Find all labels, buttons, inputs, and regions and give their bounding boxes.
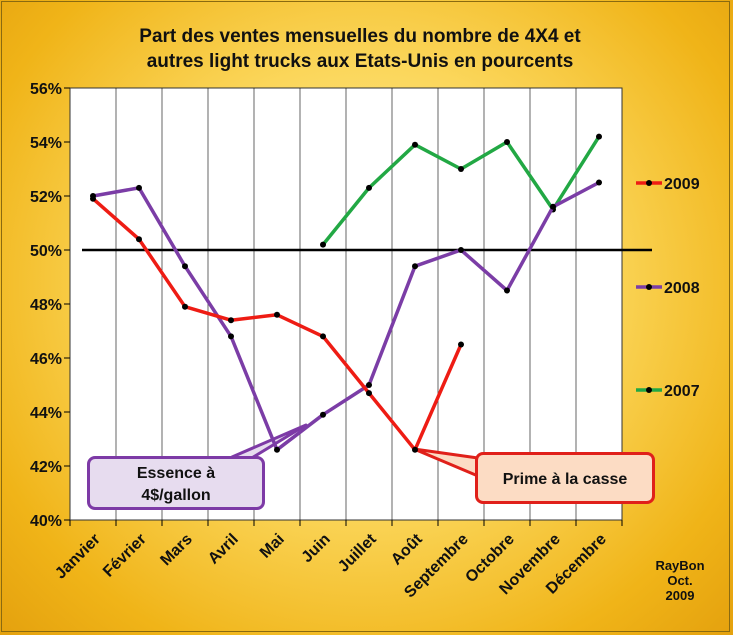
series-point-2009-0 (90, 195, 96, 202)
x-tick-label-1: Février (100, 531, 150, 581)
y-tick-label: 54% (30, 135, 62, 152)
series-point-2009-5 (320, 333, 326, 340)
legend-marker-2009 (646, 180, 652, 186)
legend-marker-2007 (646, 387, 652, 393)
author-credit: RayBon Oct. 2009 (640, 558, 720, 603)
y-tick-label: 40% (30, 513, 62, 530)
series-point-2007-9 (504, 139, 510, 145)
series-point-2008-7 (412, 263, 418, 270)
legend-label-2007: 2007 (664, 383, 700, 400)
credit-line-1: RayBon (655, 558, 705, 573)
x-tick-label-3: Avril (205, 531, 242, 568)
series-point-2009-1 (136, 236, 142, 243)
series-point-2007-6 (366, 184, 372, 191)
x-tick-label-2: Mars (157, 531, 196, 570)
series-point-2008-2 (182, 263, 188, 270)
series-point-2007-11 (596, 133, 602, 140)
series-point-2007-7 (412, 141, 418, 148)
series-line-2008 (92, 180, 600, 452)
x-tick-label-7: Août (388, 530, 426, 568)
series-point-2008-6 (366, 382, 372, 388)
series-point-2008-1 (136, 184, 142, 191)
y-tick-label: 56% (30, 81, 62, 98)
y-tick-label: 50% (30, 243, 62, 260)
series-point-2007-5 (320, 241, 326, 248)
series-point-2009-2 (182, 303, 188, 310)
series-point-2008-5 (320, 411, 326, 418)
x-tick-label-0: Janvier (52, 531, 104, 583)
y-tick-label: 42% (30, 459, 62, 476)
chart-title: Part des ventes mensuelles du nombre de … (40, 24, 680, 74)
series-point-2008-9 (504, 287, 510, 294)
series-point-2009-8 (458, 341, 464, 348)
chart-title-line-2: autres light trucks aux Etats-Unis en po… (146, 51, 574, 72)
y-tick-label: 52% (30, 189, 62, 206)
series-point-2008-11 (596, 179, 602, 186)
x-tick-label-4: Mai (257, 531, 288, 562)
series-point-2008-3 (228, 333, 234, 340)
series-point-2009-4 (274, 311, 280, 318)
series-point-2008-8 (458, 247, 464, 253)
x-tick-label-5: Juin (299, 531, 334, 566)
callout-essence: Essence à 4$/gallon (87, 456, 265, 510)
y-tick-label: 46% (30, 351, 62, 368)
x-tick-label-6: Juillet (335, 530, 380, 575)
credit-line-3: 2009 (665, 588, 695, 603)
legend-marker-2008 (646, 284, 652, 290)
series-point-2007-8 (458, 166, 464, 172)
callout-prime: Prime à la casse (475, 452, 655, 504)
series-point-2008-10 (550, 203, 556, 210)
credit-line-2: Oct. (667, 573, 693, 588)
series-point-2008-4 (274, 446, 280, 453)
chart-title-line-1: Part des ventes mensuelles du nombre de … (139, 26, 581, 47)
callout-prime-text: Prime à la casse (502, 471, 628, 488)
series-point-2009-3 (228, 317, 234, 324)
series-point-2009-7 (412, 446, 418, 453)
legend-label-2008: 2008 (664, 280, 700, 297)
y-tick-label: 44% (30, 405, 62, 422)
callout-essence-line-1: Essence à (136, 465, 216, 482)
series-point-2009-6 (366, 390, 372, 397)
legend-label-2009: 2009 (664, 176, 700, 193)
callout-essence-line-2: 4$/gallon (141, 487, 211, 504)
y-tick-label: 48% (30, 297, 62, 314)
